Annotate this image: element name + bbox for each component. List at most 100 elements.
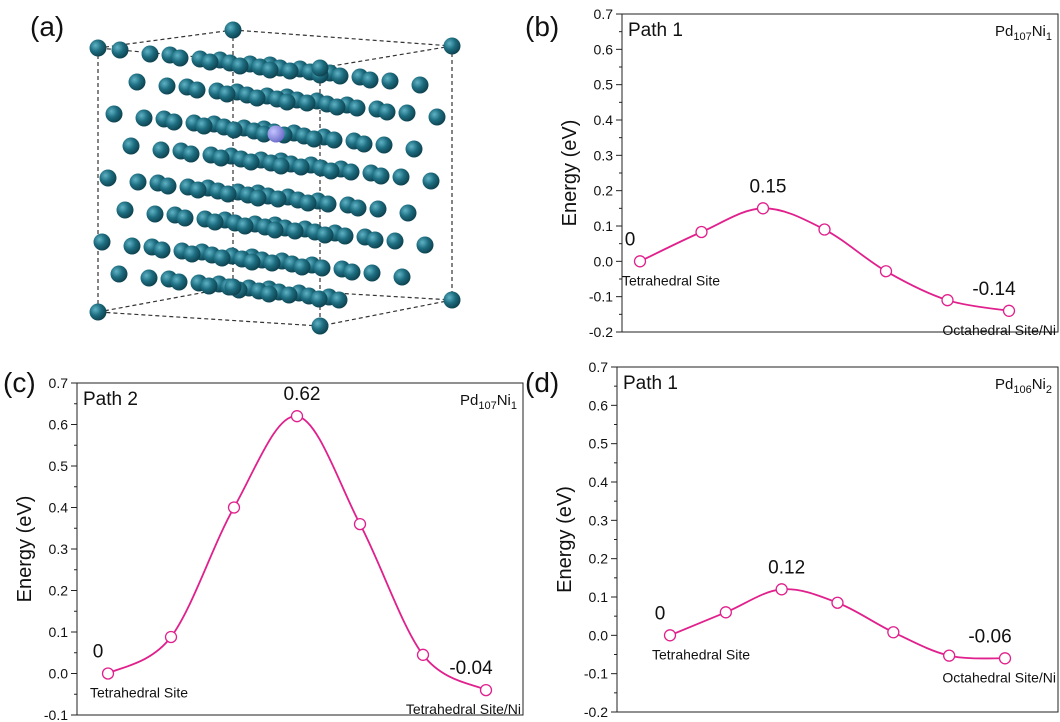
- atom: [398, 104, 416, 122]
- atom: [129, 173, 147, 191]
- atom: [249, 189, 267, 207]
- atom: [386, 232, 404, 250]
- atom: [393, 268, 411, 286]
- atom: [349, 199, 367, 217]
- atom: [183, 245, 201, 263]
- data-point: [695, 225, 708, 239]
- atom: [111, 41, 129, 59]
- atom: [212, 149, 230, 167]
- atom: [89, 39, 107, 57]
- crystal-structure: [89, 21, 461, 335]
- atom: [128, 73, 146, 91]
- y-tick-label: 0.0: [589, 627, 609, 643]
- atom: [170, 273, 188, 291]
- data-point: [227, 501, 241, 514]
- atom: [255, 125, 273, 143]
- cell-edge: [319, 45, 453, 69]
- data-point: [831, 596, 844, 609]
- y-tick-label: 0.3: [49, 541, 69, 557]
- atom: [263, 254, 281, 272]
- composition: Pd107Ni1: [460, 392, 517, 412]
- atom: [218, 85, 236, 103]
- y-tick-label: -0.1: [584, 666, 608, 682]
- atom: [292, 158, 310, 176]
- atom: [313, 259, 331, 277]
- subscript: 1: [1046, 31, 1052, 43]
- atom: [286, 222, 304, 240]
- atom: [201, 53, 219, 71]
- atom: [363, 264, 381, 282]
- x-category-label: Tetrahedral Site: [652, 646, 750, 662]
- atom: [141, 45, 159, 63]
- atom: [378, 103, 396, 121]
- atom: [260, 285, 278, 303]
- panel-label: (c): [3, 367, 36, 398]
- atom: [331, 67, 349, 85]
- x-category-label: Octahedral Site/Ni: [942, 669, 1056, 685]
- y-tick-label: 0.2: [49, 583, 69, 599]
- atom: [243, 253, 261, 271]
- atom: [311, 59, 329, 77]
- value-label: 0: [655, 603, 666, 624]
- atom: [261, 61, 279, 79]
- atom: [405, 140, 423, 158]
- atom: [122, 137, 140, 155]
- subscript: 106: [1013, 384, 1031, 396]
- data-point: [943, 649, 956, 662]
- atom: [336, 227, 354, 245]
- y-tick-label: -0.1: [589, 289, 613, 305]
- atom: [399, 204, 417, 222]
- atom: [416, 236, 434, 254]
- atom: [135, 109, 153, 127]
- element: Ni: [497, 392, 511, 409]
- cell-edge: [319, 299, 453, 327]
- value-label: 0.62: [284, 384, 321, 405]
- atom: [269, 190, 287, 208]
- element: Pd: [995, 376, 1013, 393]
- y-axis-title: Energy (eV): [554, 486, 576, 593]
- atom: [330, 291, 348, 309]
- data-point: [1002, 304, 1016, 317]
- value-label: -0.14: [972, 279, 1016, 300]
- element: Pd: [460, 392, 478, 409]
- atom: [153, 241, 171, 259]
- atom: [319, 195, 337, 213]
- atom: [224, 278, 242, 296]
- element: Ni: [1032, 376, 1046, 393]
- data-point: [633, 255, 647, 268]
- atom: [165, 113, 183, 131]
- data-point: [353, 517, 367, 531]
- x-category-label: Tetrahedral Site/Ni: [406, 701, 521, 717]
- y-tick-label: 0.3: [594, 147, 614, 163]
- atom: [272, 157, 290, 175]
- atom: [281, 62, 299, 80]
- data-point: [719, 606, 732, 619]
- y-tick-label: 0.5: [589, 436, 609, 452]
- element: Ni: [1032, 23, 1046, 40]
- data-point: [663, 629, 677, 642]
- data-point: [164, 630, 178, 644]
- atom: [171, 49, 189, 67]
- atom: [322, 162, 340, 180]
- atom: [99, 169, 117, 187]
- x-category-label: Tetrahedral Site: [622, 272, 720, 288]
- atom: [422, 172, 440, 190]
- atom: [182, 145, 200, 163]
- y-tick-label: 0.1: [594, 218, 614, 234]
- y-axis-title: Energy (eV): [14, 496, 36, 603]
- y-tick-label: 0.7: [594, 6, 614, 22]
- atom: [280, 286, 298, 304]
- atom: [146, 205, 164, 223]
- atom: [311, 317, 329, 335]
- y-tick-label: 0.6: [49, 417, 69, 433]
- atom: [242, 153, 260, 171]
- cell-edge: [97, 311, 321, 327]
- y-tick-label: 0.0: [49, 666, 69, 682]
- data-point: [818, 223, 831, 236]
- atom: [93, 233, 111, 251]
- atom: [195, 117, 213, 135]
- data-point: [479, 683, 493, 697]
- y-tick-label: 0.2: [594, 183, 614, 199]
- atom: [188, 81, 206, 99]
